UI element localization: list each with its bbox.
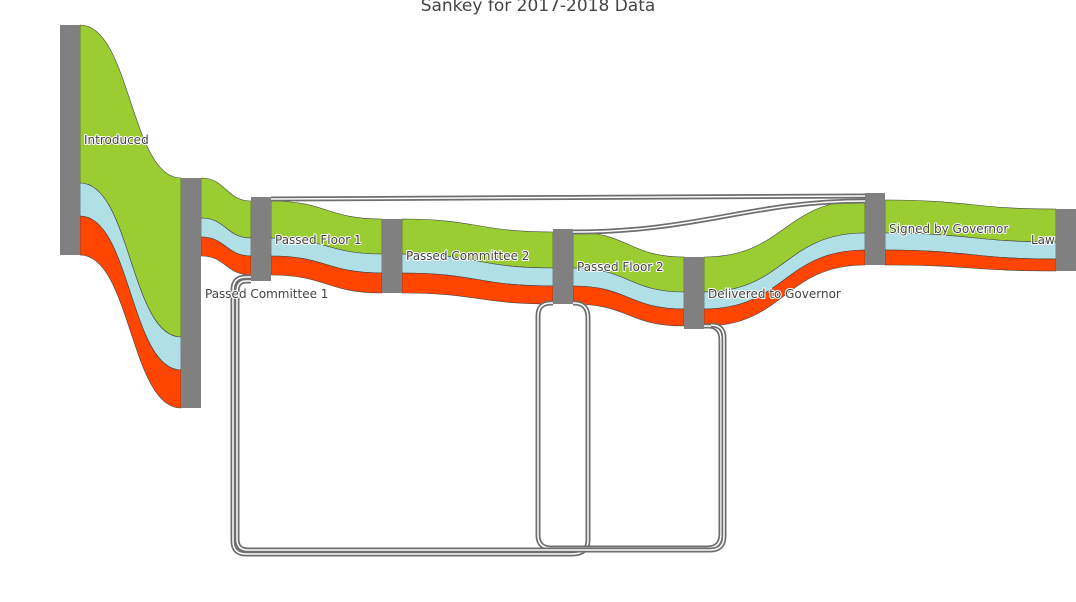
loop-pf2-inner: [537, 302, 722, 549]
node-label-signed-by-governor: Signed by Governor: [889, 222, 1008, 236]
sankey-nodes: [60, 25, 1076, 408]
node-label-passed-floor-1: Passed Floor 1: [275, 233, 362, 247]
node-introduced[interactable]: [60, 25, 80, 255]
node-law[interactable]: [1056, 209, 1076, 271]
node-passed-committee-2[interactable]: [382, 219, 402, 293]
loop-pf2: [535, 300, 724, 551]
node-passed-committee-1[interactable]: [181, 178, 201, 408]
loop-links: [230, 274, 727, 557]
loop-pc1-inner: [232, 276, 589, 555]
node-label-passed-committee-2: Passed Committee 2: [406, 249, 529, 263]
link-pc1-signed-inner: [270, 195, 866, 200]
node-signed-by-governor[interactable]: [865, 193, 885, 265]
chart-title: Sankey for 2017-2018 Data: [420, 0, 656, 16]
flow-links: [79, 24, 1057, 409]
link-pc2-signed-inner: [572, 200, 866, 233]
node-passed-floor-2[interactable]: [553, 229, 573, 304]
node-label-delivered-to-governor: Delivered to Governor: [708, 287, 841, 301]
node-label-law: Law: [1031, 233, 1055, 247]
node-labels: Introduced Passed Committee 1 Passed Floor…: [83, 132, 1056, 302]
node-label-passed-committee-1: Passed Committee 1: [205, 287, 328, 301]
node-label-introduced: Introduced: [84, 133, 149, 147]
loop-deliv-inner: [236, 280, 725, 551]
loop-pc1: [230, 274, 591, 557]
node-delivered-to-governor[interactable]: [684, 257, 704, 329]
node-passed-floor-1[interactable]: [251, 197, 271, 281]
node-label-passed-floor-2: Passed Floor 2: [577, 260, 664, 274]
